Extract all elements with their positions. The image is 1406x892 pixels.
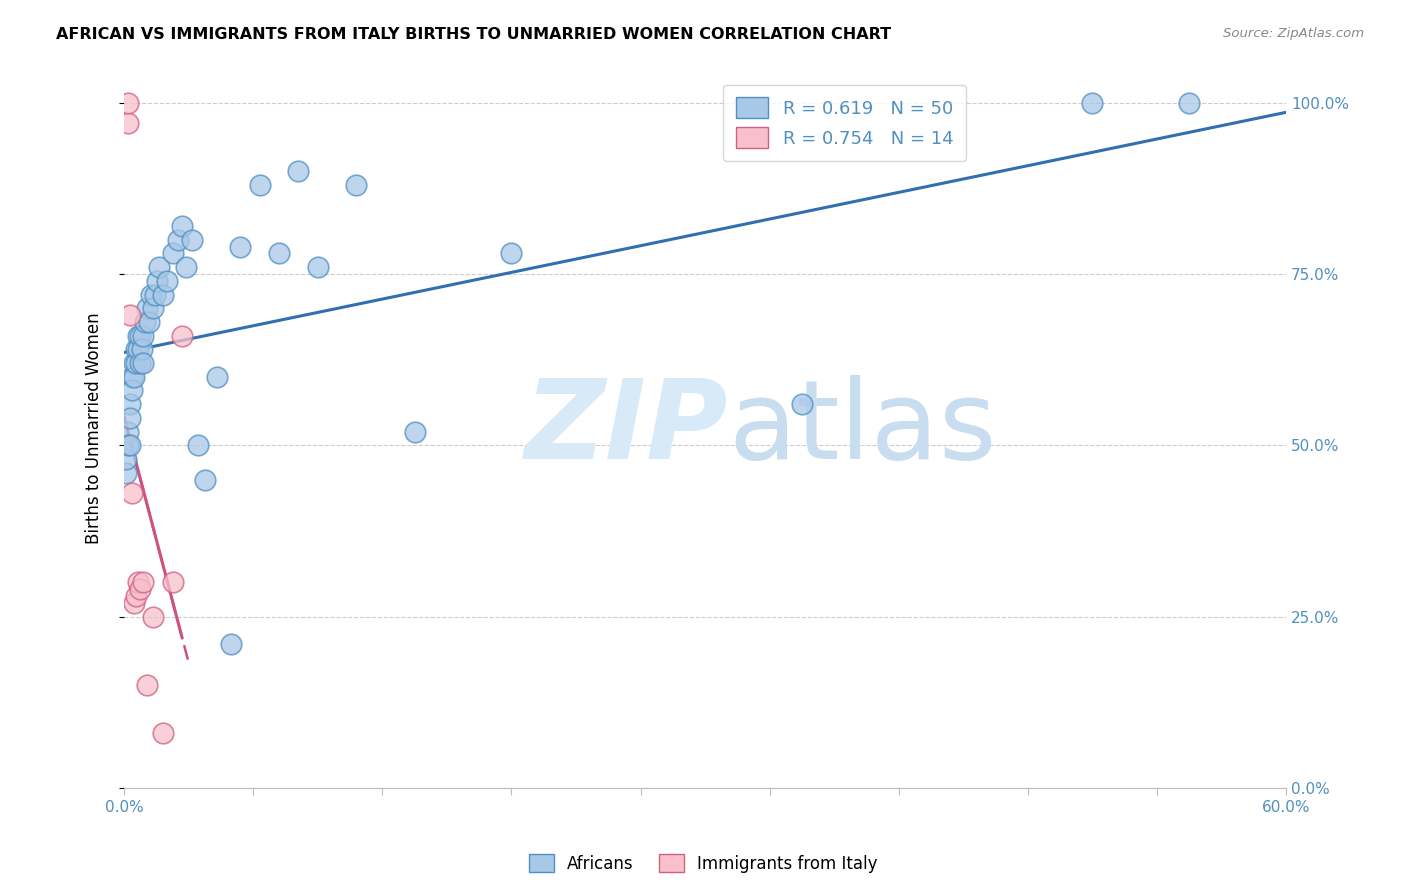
Point	[132, 328, 155, 343]
Point	[128, 582, 150, 596]
Point	[205, 369, 228, 384]
Point	[118, 438, 141, 452]
Point	[143, 287, 166, 301]
Point	[131, 343, 153, 357]
Point	[117, 95, 139, 110]
Point	[117, 116, 139, 130]
Point	[132, 575, 155, 590]
Point	[118, 397, 141, 411]
Point	[136, 301, 159, 316]
Point	[127, 575, 149, 590]
Point	[134, 315, 156, 329]
Y-axis label: Births to Unmarried Women: Births to Unmarried Women	[86, 312, 103, 544]
Point	[156, 274, 179, 288]
Point	[219, 637, 242, 651]
Legend: R = 0.619   N = 50, R = 0.754   N = 14: R = 0.619 N = 50, R = 0.754 N = 14	[723, 85, 966, 161]
Point	[174, 260, 197, 275]
Point	[125, 343, 148, 357]
Point	[122, 356, 145, 370]
Point	[122, 369, 145, 384]
Point	[122, 596, 145, 610]
Point	[141, 287, 163, 301]
Point	[117, 425, 139, 439]
Point	[132, 356, 155, 370]
Point	[267, 246, 290, 260]
Point	[1081, 95, 1104, 110]
Point	[117, 438, 139, 452]
Point	[172, 328, 194, 343]
Point	[121, 369, 143, 384]
Point	[790, 397, 813, 411]
Point	[118, 308, 141, 322]
Point	[128, 356, 150, 370]
Point	[152, 287, 174, 301]
Point	[187, 438, 209, 452]
Point	[121, 486, 143, 500]
Point	[167, 233, 190, 247]
Point	[249, 178, 271, 192]
Point	[1178, 95, 1201, 110]
Point	[118, 410, 141, 425]
Point	[142, 301, 165, 316]
Text: ZIP: ZIP	[524, 375, 728, 482]
Point	[307, 260, 329, 275]
Legend: Africans, Immigrants from Italy: Africans, Immigrants from Italy	[522, 847, 884, 880]
Point	[115, 452, 138, 467]
Point	[229, 239, 252, 253]
Point	[194, 473, 217, 487]
Point	[404, 425, 426, 439]
Point	[125, 589, 148, 603]
Text: AFRICAN VS IMMIGRANTS FROM ITALY BIRTHS TO UNMARRIED WOMEN CORRELATION CHART: AFRICAN VS IMMIGRANTS FROM ITALY BIRTHS …	[56, 27, 891, 42]
Point	[148, 260, 170, 275]
Point	[501, 246, 523, 260]
Point	[146, 274, 169, 288]
Point	[121, 384, 143, 398]
Point	[180, 233, 202, 247]
Point	[127, 328, 149, 343]
Point	[115, 466, 138, 480]
Point	[138, 315, 160, 329]
Point	[125, 356, 148, 370]
Point	[136, 678, 159, 692]
Text: atlas: atlas	[728, 375, 997, 482]
Point	[127, 343, 149, 357]
Point	[162, 246, 184, 260]
Point	[172, 219, 194, 233]
Text: Source: ZipAtlas.com: Source: ZipAtlas.com	[1223, 27, 1364, 40]
Point	[287, 164, 309, 178]
Point	[128, 328, 150, 343]
Point	[142, 609, 165, 624]
Point	[162, 575, 184, 590]
Point	[346, 178, 368, 192]
Point	[152, 726, 174, 740]
